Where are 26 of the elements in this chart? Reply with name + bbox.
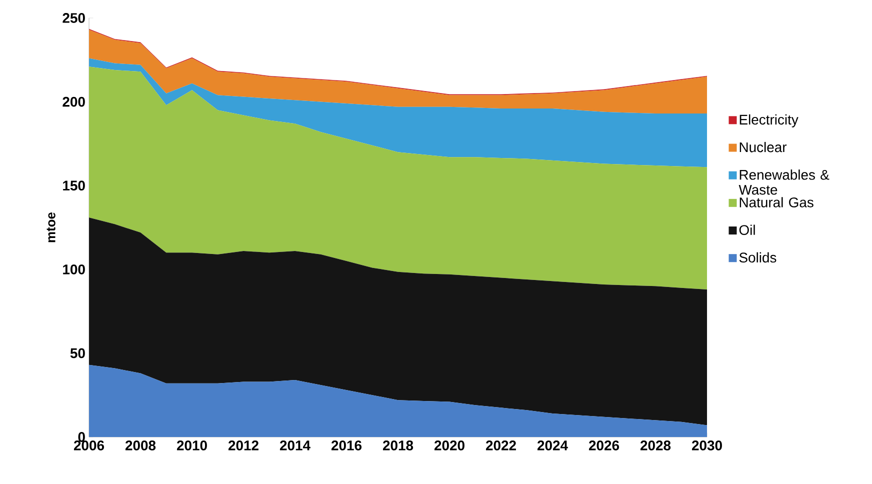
x-tick-label: 2028 [640,440,671,450]
legend-label: Renewables & Waste [738,170,830,195]
x-tick-label: 2026 [588,440,620,450]
x-tick-label: 2008 [125,440,156,450]
legend-label: Nuclear [740,142,787,152]
y-tick-label: 0 [78,432,85,442]
y-tick-label: 150 [63,180,85,191]
x-tick-label: 2012 [228,440,258,450]
x-tick-label: 2018 [382,440,414,450]
x-tick-label: 2014 [280,440,310,450]
x-tick-label: 2020 [434,440,464,450]
y-tick-label: 250 [62,13,85,23]
y-tick-label: 100 [63,264,85,274]
x-tick-label: 2024 [537,440,568,450]
y-tick-label: 200 [62,96,85,107]
y-tick-label: 50 [70,348,85,358]
legend-label: Solids [739,252,776,263]
x-tick-label: 2010 [176,440,207,450]
legend-label: Electricity [740,114,798,128]
x-tick-label: 2016 [331,440,362,450]
legend-label: Oil [739,224,755,235]
x-tick-label: 2022 [486,440,516,450]
y-axis-title: mtoe [46,212,56,242]
x-tick-label: 2006 [74,440,104,450]
x-tick-label: 2030 [692,440,722,450]
legend-label: Natural Gas [740,197,814,208]
